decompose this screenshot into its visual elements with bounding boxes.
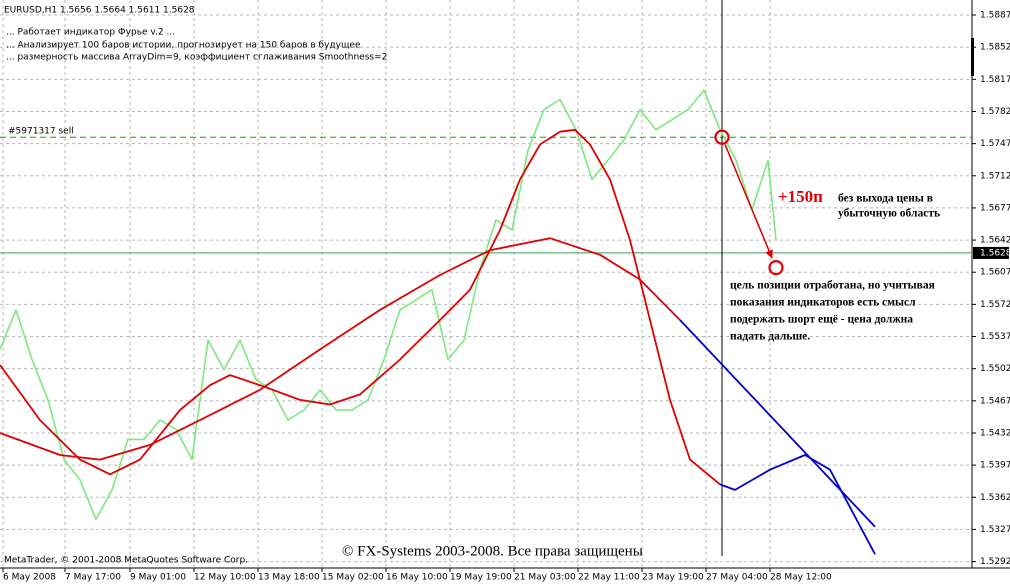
x-tick-label: 16 May 10:00: [386, 573, 448, 583]
x-tick-label: 15 May 02:00: [322, 573, 384, 583]
y-tick-label: 1.5467: [980, 396, 1010, 406]
chart-title: EURUSD,H1 1.5656 1.5664 1.5611 1.5628: [4, 6, 195, 16]
last-price-label: 1.5628: [980, 248, 1010, 258]
info-line: ... Работает индикатор Фурье v.2 ...: [6, 28, 175, 38]
comment-line: подержать шорт ещё - цена должна: [730, 314, 913, 326]
series-line: [679, 319, 876, 528]
y-tick-label: 1.5432: [980, 428, 1010, 438]
x-tick-label: 27 May 04:00: [706, 573, 768, 583]
order-label: #5971317 sell: [8, 127, 74, 137]
y-tick-label: 1.5607: [980, 268, 1010, 278]
x-tick-label: 13 May 18:00: [258, 573, 320, 583]
arrow: [724, 144, 773, 259]
y-tick-label: 1.5712: [980, 171, 1010, 181]
profit-note: убыточную область: [838, 208, 940, 220]
y-tick-label: 1.5292: [980, 557, 1010, 567]
x-tick-label: 19 May 19:00: [450, 573, 512, 583]
series-line: [0, 237, 681, 461]
x-tick-label: 12 May 10:00: [194, 573, 256, 583]
y-tick-label: 1.5502: [980, 364, 1010, 374]
marker: [714, 129, 730, 145]
x-tick-label: 21 May 03:00: [514, 573, 576, 583]
y-tick-label: 1.5747: [980, 139, 1010, 149]
comment-line: показания индикаторов есть смысл: [730, 297, 916, 309]
y-tick-label: 1.5887: [980, 11, 1010, 21]
x-tick-label: 6 May 2008: [3, 573, 56, 583]
scroll-marker: [971, 38, 974, 76]
y-tick-label: 1.5677: [980, 203, 1010, 213]
series-line: [0, 89, 777, 521]
comment-line: падать дальше.: [730, 331, 810, 343]
y-tick-label: 1.5642: [980, 236, 1010, 246]
y-tick-label: 1.5572: [980, 300, 1010, 310]
x-tick-label: 28 May 12:00: [770, 573, 832, 583]
y-tick-label: 1.5782: [980, 107, 1010, 117]
marker: [768, 260, 784, 276]
last-price-box: [973, 246, 1009, 259]
info-line: ... размерность массива ArrayDim=9, коэф…: [6, 53, 387, 63]
series-line: [719, 454, 876, 555]
x-tick-label: 9 May 01:00: [130, 573, 186, 583]
y-tick-label: 1.5397: [980, 461, 1010, 471]
y-tick-label: 1.5817: [980, 75, 1010, 85]
info-line: ... Анализирует 100 баров истории, прогн…: [6, 41, 361, 51]
x-tick-label: 22 May 11:00: [578, 573, 640, 583]
x-tick-label: 23 May 19:00: [642, 573, 704, 583]
y-tick-label: 1.5362: [980, 493, 1010, 503]
y-tick-label: 1.5327: [980, 525, 1010, 535]
x-tick-label: 7 May 17:00: [65, 573, 121, 583]
footer-left: MetaTrader, © 2001-2008 MetaQuotes Softw…: [4, 556, 248, 566]
profit-label: +150п: [778, 187, 823, 206]
y-tick-label: 1.5537: [980, 332, 1010, 342]
comment-line: цель позиции отработана, но учитывая: [730, 280, 935, 292]
profit-note: без выхода цены в: [838, 193, 933, 205]
footer-center: © FX-Systems 2003-2008. Все права защище…: [342, 543, 643, 559]
y-tick-label: 1.5852: [980, 43, 1010, 53]
arrow-head: [765, 249, 773, 259]
